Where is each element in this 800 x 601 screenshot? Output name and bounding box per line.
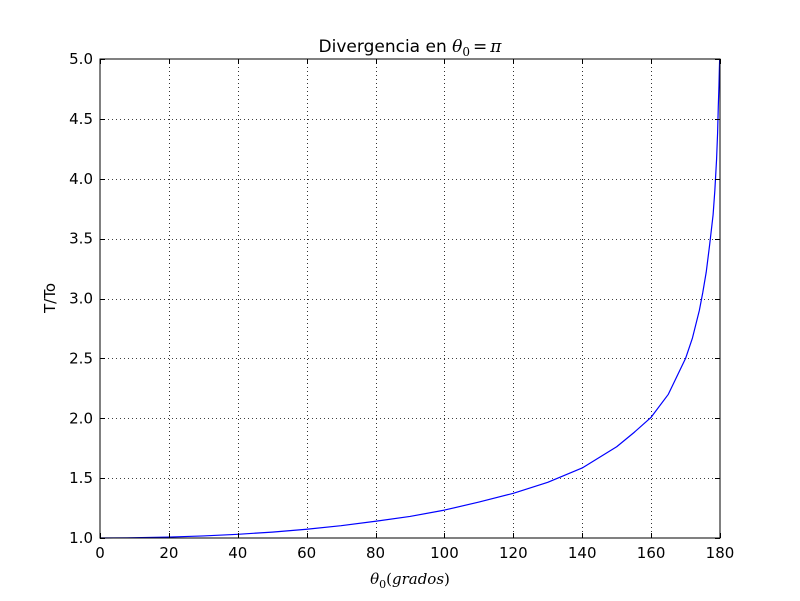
y-tick-label: 2.0 xyxy=(69,409,93,427)
x-tick-label: 140 xyxy=(568,544,597,562)
title-theta: θ xyxy=(452,37,462,57)
xlabel-text: grados xyxy=(392,570,444,588)
title-pi: π xyxy=(489,37,502,57)
y-tick-label: 4.0 xyxy=(69,170,93,188)
y-tick-label: 4.5 xyxy=(69,110,93,128)
xlabel-paren-close: ) xyxy=(444,570,450,588)
xlabel-subscript: 0 xyxy=(379,578,386,591)
series-group xyxy=(99,58,721,539)
ticks xyxy=(100,59,721,539)
y-tick-label: 3.0 xyxy=(69,290,93,308)
x-tick-label: 20 xyxy=(159,544,178,562)
y-axis-label: T/To xyxy=(41,283,59,314)
x-tick-label: 120 xyxy=(499,544,528,562)
y-tick-label: 3.5 xyxy=(69,230,93,248)
x-tick-label: 40 xyxy=(228,544,247,562)
title-equals: = xyxy=(473,37,487,57)
plot-area xyxy=(100,59,720,538)
series-line xyxy=(99,58,721,539)
y-tick-label: 2.5 xyxy=(69,349,93,367)
xlabel-paren-open: ( xyxy=(386,570,392,588)
y-tick-label: 5.0 xyxy=(69,50,93,68)
title-text: Divergencia en xyxy=(319,37,453,57)
x-tick-label: 100 xyxy=(430,544,459,562)
y-tick-label: 1.0 xyxy=(69,529,93,547)
chart-title: Divergencia en θ0 = π xyxy=(319,37,503,59)
x-tick-label: 180 xyxy=(706,544,735,562)
x-tick-label: 80 xyxy=(366,544,385,562)
x-tick-label: 60 xyxy=(297,544,316,562)
x-tick-label: 0 xyxy=(95,544,105,562)
plot-frame xyxy=(99,58,721,539)
grid xyxy=(100,59,720,538)
x-axis-label: θ0(grados) xyxy=(370,570,450,591)
title-subscript: 0 xyxy=(462,45,470,59)
x-tick-label: 160 xyxy=(637,544,666,562)
x-tick-labels: 0 20 40 60 80 100 120 140 160 180 xyxy=(95,544,734,562)
xlabel-theta: θ xyxy=(370,570,379,588)
y-tick-labels: 1.0 1.5 2.0 2.5 3.0 3.5 4.0 4.5 5.0 xyxy=(69,50,93,547)
y-tick-label: 1.5 xyxy=(69,469,93,487)
